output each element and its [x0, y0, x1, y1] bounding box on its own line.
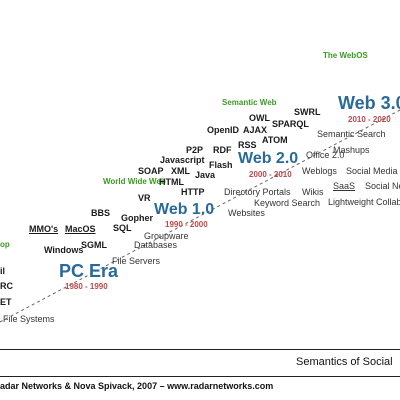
term-file-systems: File Systems	[3, 314, 55, 324]
term-atom: ATOM	[262, 135, 288, 145]
web10-dates: 1990 - 2000	[165, 220, 208, 229]
term-websites: Websites	[228, 208, 265, 218]
pc-era-dates: 1980 - 1990	[65, 282, 108, 291]
web30-title: Web 3.0	[338, 93, 400, 113]
term-gopher: Gopher	[121, 213, 154, 223]
term-sql: SQL	[113, 223, 132, 233]
term-social-ne: Social Ne	[365, 181, 400, 191]
term-windows: Windows	[44, 245, 84, 255]
term-social-media: Social Media	[346, 166, 398, 176]
axis-caption-text: Semantics of Social	[296, 356, 393, 368]
term-vr: VR	[138, 193, 151, 203]
pc-era-title: PC Era	[59, 261, 119, 281]
term-mmos: MMO's	[29, 224, 59, 234]
desktop-partial-label: op	[0, 240, 10, 249]
term-il: il	[0, 266, 6, 276]
semantic-web-label: Semantic Web	[222, 98, 277, 107]
world-wide-web-label: World Wide Web	[103, 177, 166, 186]
term-rss: RSS	[238, 140, 257, 150]
credit-line: adar Networks & Nova Spivack, 2007 – www…	[0, 381, 274, 391]
term-file-servers: File Servers	[112, 256, 161, 266]
term-bbs: BBS	[91, 208, 111, 218]
web20-dates: 2000 - 2010	[249, 170, 292, 179]
term-owl: OWL	[249, 113, 270, 123]
term-lightweight: Lightweight Collabo	[328, 197, 400, 207]
web20-title: Web 2.0	[238, 150, 299, 167]
term-xml: XML	[171, 166, 190, 176]
term-javascript: Javascript	[160, 155, 205, 165]
term-office20: Office 2.0	[306, 150, 345, 160]
term-html: HTML	[159, 177, 184, 187]
term-java: Java	[195, 170, 216, 180]
term-saas: SaaS	[333, 181, 356, 191]
axis-caption-bar: Semantics of Social	[0, 349, 400, 377]
web10-title: Web 1.0	[154, 201, 215, 218]
term-keyword-search: Keyword Search	[254, 198, 321, 208]
term-swrl: SWRL	[294, 107, 321, 117]
term-sparql: SPARQL	[272, 119, 309, 129]
term-openid: OpenID	[207, 125, 240, 135]
term-weblogs: Weblogs	[302, 166, 337, 176]
term-semantic-search: Semantic Search	[317, 129, 386, 139]
term-groupware: Groupware	[144, 231, 189, 241]
term-soap: SOAP	[138, 166, 164, 176]
web30-dates: 2010 - 2020	[348, 115, 391, 124]
term-macos: MacOS	[65, 224, 96, 234]
term-mashups: Mashups	[333, 145, 370, 155]
term-p2p: P2P	[186, 145, 204, 155]
term-flash: Flash	[209, 160, 233, 170]
term-et: ET	[0, 297, 12, 307]
term-wikis: Wikis	[302, 187, 324, 197]
webos-label: The WebOS	[323, 51, 368, 60]
term-ajax: AJAX	[243, 125, 268, 135]
term-http: HTTP	[181, 187, 205, 197]
term-sgml: SGML	[81, 240, 107, 250]
term-directory-portals: Directory Portals	[224, 187, 291, 197]
term-rc: RC	[0, 281, 13, 291]
term-databases: Databases	[134, 240, 178, 250]
term-rdf: RDF	[213, 145, 232, 155]
